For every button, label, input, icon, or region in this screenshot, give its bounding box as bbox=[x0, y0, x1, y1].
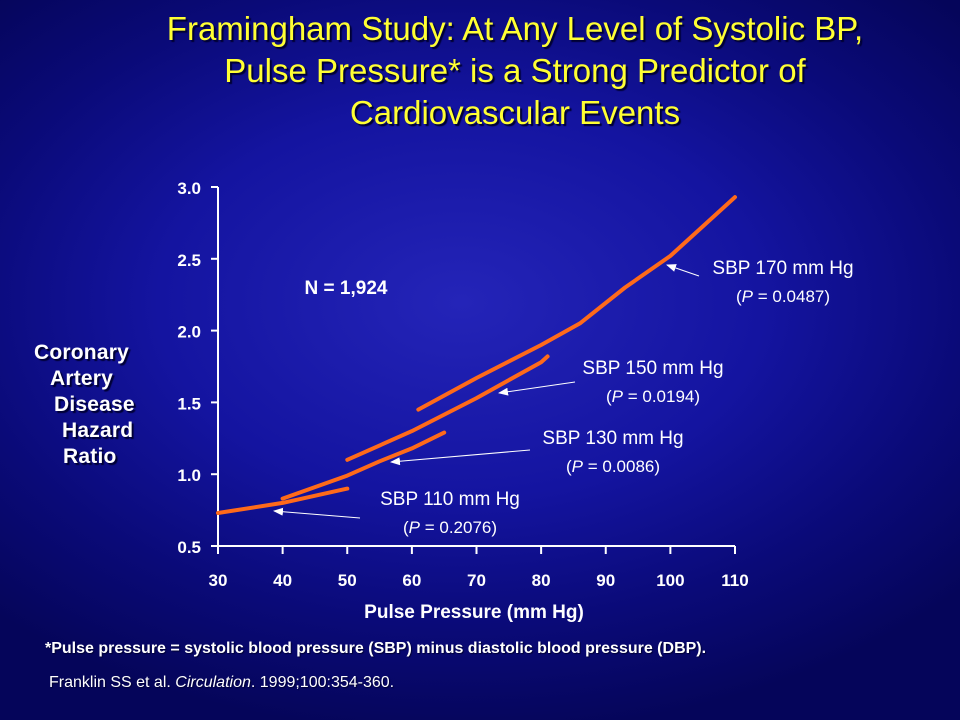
p-value-open-paren: ( bbox=[736, 287, 742, 306]
citation-journal: Circulation bbox=[175, 674, 251, 691]
series-p-value-sbp-150: (P = 0.0194) bbox=[606, 387, 700, 406]
x-tick-label: 100 bbox=[656, 571, 684, 590]
y-tick-label: 1.0 bbox=[177, 466, 201, 485]
series-callout-arrow-sbp-150 bbox=[498, 381, 576, 396]
series-p-value-sbp-110: (P = 0.2076) bbox=[403, 518, 497, 537]
y-tick-label: 0.5 bbox=[177, 538, 201, 557]
series-label-sbp-150: SBP 150 mm Hg bbox=[582, 358, 723, 379]
p-value-number: = 0.0487) bbox=[753, 287, 830, 306]
x-tick-label: 30 bbox=[209, 571, 228, 590]
y-axis-label-line-2: Artery bbox=[50, 367, 114, 390]
y-axis-label-line-4: Hazard bbox=[62, 419, 134, 442]
series-line-sbp-170 bbox=[416, 195, 737, 412]
p-value-number: = 0.0194) bbox=[623, 387, 700, 406]
series-callouts: SBP 110 mm Hg(P = 0.2076)SBP 130 mm Hg(P… bbox=[273, 258, 854, 537]
x-tick-label: 70 bbox=[467, 571, 486, 590]
sample-size-annotation: N = 1,924 bbox=[305, 278, 388, 299]
series-label-sbp-170: SBP 170 mm Hg bbox=[712, 258, 853, 279]
x-tick-label: 40 bbox=[273, 571, 292, 590]
p-value-open-paren: ( bbox=[566, 457, 572, 476]
p-value-symbol: P bbox=[409, 518, 421, 537]
citation: Franklin SS et al. Circulation. 1999;100… bbox=[49, 674, 394, 692]
series-callout-arrow-sbp-130 bbox=[390, 449, 531, 466]
x-tick-label: 60 bbox=[402, 571, 421, 590]
y-tick-label: 2.5 bbox=[177, 251, 201, 270]
pulse-pressure-footnote: *Pulse pressure = systolic blood pressur… bbox=[45, 640, 707, 657]
series-p-value-sbp-130: (P = 0.0086) bbox=[566, 457, 660, 476]
y-axis-label-line-5: Ratio bbox=[63, 445, 117, 468]
y-tick-label: 2.0 bbox=[177, 323, 201, 342]
y-axis-label-line-3: Disease bbox=[54, 393, 135, 416]
citation-details: . 1999;100:354-360. bbox=[250, 674, 395, 691]
x-tick-label: 90 bbox=[596, 571, 615, 590]
slide-title: Framingham Study: At Any Level of Systol… bbox=[60, 8, 960, 134]
series-callout-arrow-sbp-170 bbox=[666, 264, 700, 277]
p-value-number: = 0.0086) bbox=[583, 457, 660, 476]
x-tick-label: 80 bbox=[532, 571, 551, 590]
series-line-sbp-110 bbox=[216, 486, 350, 515]
series-p-value-sbp-170: (P = 0.0487) bbox=[736, 287, 830, 306]
p-value-symbol: P bbox=[572, 457, 584, 476]
chart-axes: 0.5 1.0 1.5 2.0 2.5 3.0 30 40 50 60 70 80 90 100 110 bbox=[177, 179, 748, 590]
series-line-sbp-130 bbox=[280, 430, 447, 501]
p-value-open-paren: ( bbox=[403, 518, 409, 537]
x-tick-label: 110 bbox=[721, 571, 748, 590]
p-value-number: = 0.2076) bbox=[420, 518, 497, 537]
p-value-symbol: P bbox=[742, 287, 754, 306]
series-lines bbox=[216, 195, 737, 515]
series-label-sbp-110: SBP 110 mm Hg bbox=[380, 489, 520, 510]
series-callout-arrow-sbp-110 bbox=[273, 507, 361, 519]
citation-authors: Franklin SS et al. bbox=[49, 674, 176, 691]
p-value-open-paren: ( bbox=[606, 387, 612, 406]
series-label-sbp-130: SBP 130 mm Hg bbox=[542, 428, 683, 449]
x-axis-title: Pulse Pressure (mm Hg) bbox=[364, 602, 584, 623]
p-value-symbol: P bbox=[612, 387, 624, 406]
y-axis-label: Coronary Artery Disease Hazard Ratio bbox=[0, 340, 176, 470]
title-line-3: Cardiovascular Events bbox=[349, 94, 681, 131]
title-line-2: Pulse Pressure* is a Strong Predictor of bbox=[224, 52, 806, 89]
series-line-sbp-150 bbox=[345, 354, 550, 462]
y-axis-label-line-1: Coronary bbox=[34, 341, 129, 364]
y-tick-label: 3.0 bbox=[177, 179, 201, 198]
title-line-1: Framingham Study: At Any Level of Systol… bbox=[166, 10, 864, 47]
y-tick-label: 1.5 bbox=[177, 394, 201, 413]
x-tick-label: 50 bbox=[338, 571, 357, 590]
